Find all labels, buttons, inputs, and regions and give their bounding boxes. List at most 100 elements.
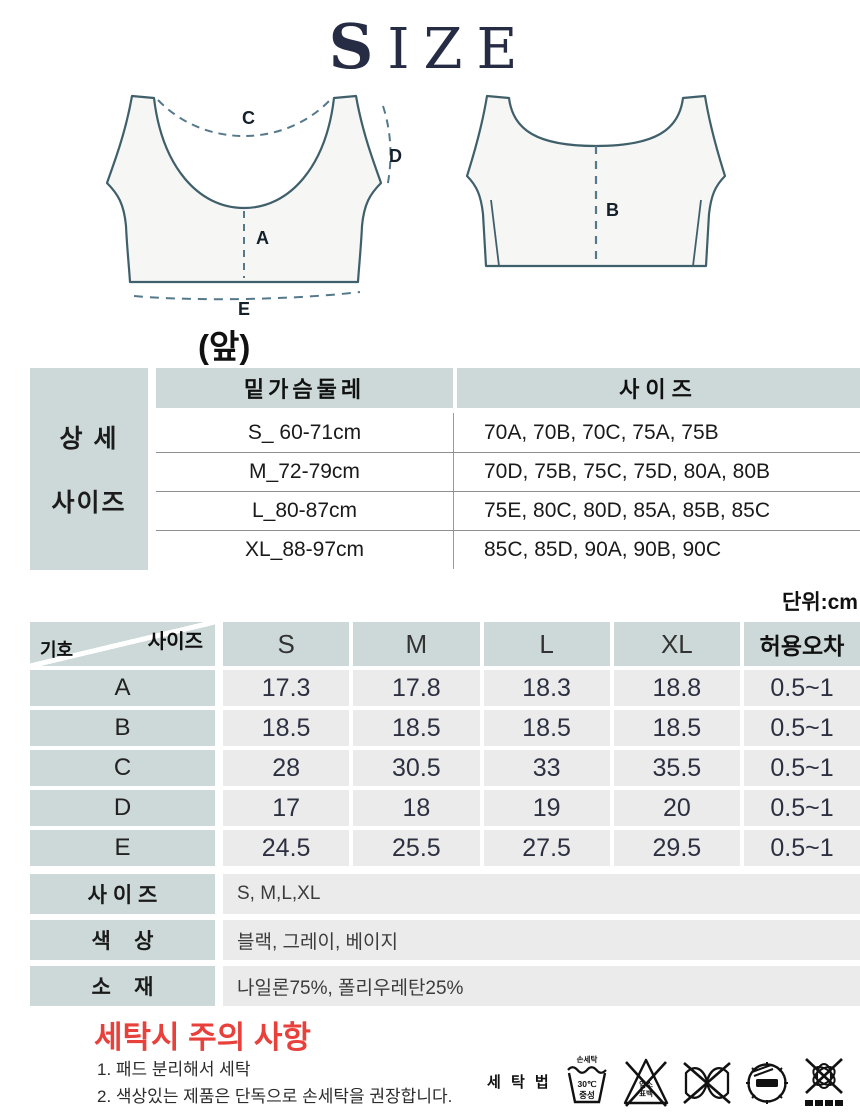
value-cell: 20: [613, 790, 740, 826]
value-cell: 28: [223, 750, 350, 786]
table-row: C 28 30.5 33 35.5 0.5~1: [30, 750, 860, 786]
info-row-material: 소 재 나일론75%, 폴리우레탄25%: [30, 966, 860, 1006]
care-symbols-row: 세 탁 법 손세탁 30℃ 중성 염소 표백: [487, 1050, 857, 1112]
svg-text:30℃: 30℃: [577, 1079, 596, 1089]
info-row-color: 색 상 블랙, 그레이, 베이지: [30, 920, 860, 960]
value-cell: 25.5: [353, 830, 480, 866]
value-cell: 18.5: [483, 710, 610, 746]
symbol-cell: A: [30, 670, 215, 706]
care-note-1: 1. 패드 분리해서 세탁: [97, 1060, 251, 1079]
value-cell: 30.5: [353, 750, 480, 786]
symbol-cell: E: [30, 830, 215, 866]
col-header-xl: XL: [613, 622, 740, 666]
measurement-header-row: 사이즈 기호 S M L XL 허용오차: [30, 622, 860, 666]
value-cell: 29.5: [613, 830, 740, 866]
value-cell: 18: [353, 790, 480, 826]
front-mark-e: E: [238, 299, 250, 318]
col-header-l: L: [483, 622, 610, 666]
value-cell: 18.5: [223, 710, 350, 746]
care-notes: 1. 패드 분리해서 세탁 2. 색상있는 제품은 단독으로 손세탁을 권장합니…: [97, 1056, 452, 1110]
info-value: S, M,L,XL: [223, 874, 860, 914]
care-note-2: 2. 색상있는 제품은 단독으로 손세탁을 권장합니다.: [97, 1087, 453, 1106]
value-cell: 18.5: [353, 710, 480, 746]
detail-size-grid: 밑가슴둘레 사이즈 S_ 60-71cm 70A, 70B, 70C, 75A,…: [156, 368, 860, 570]
front-mark-c: C: [242, 108, 255, 128]
value-cell: 18.8: [613, 670, 740, 706]
table-row: B 18.5 18.5 18.5 18.5 0.5~1: [30, 710, 860, 746]
value-cell: 19: [483, 790, 610, 826]
front-caption: (앞): [198, 328, 251, 365]
value-cell: 18.5: [613, 710, 740, 746]
value-cell: 24.5: [223, 830, 350, 866]
bra-front-sketch: C D A E: [105, 94, 402, 318]
measure-line-e: [133, 291, 361, 301]
corner-size-label: 사이즈: [147, 631, 203, 653]
symbol-cell: C: [30, 750, 215, 786]
tolerance-cell: 0.5~1: [744, 790, 860, 826]
care-heading: 세탁시 주의 사항: [94, 1020, 311, 1055]
detail-size-row-header: 상 세 사이즈: [30, 368, 148, 570]
detail-size-label-line2: 사이즈: [51, 489, 127, 517]
product-info-rows: 사 이 즈 S, M,L,XL 색 상 블랙, 그레이, 베이지 소 재 나일론…: [30, 874, 860, 1012]
svg-text:표백: 표백: [639, 1088, 653, 1098]
front-mark-a: A: [256, 228, 269, 248]
info-value: 블랙, 그레이, 베이지: [223, 920, 860, 960]
symbol-cell: D: [30, 790, 215, 826]
underbust-cell: XL_88-97cm: [244, 538, 365, 561]
detail-size-table: 상 세 사이즈 밑가슴둘레 사이즈 S_ 60-71cm 70A, 70B, 7…: [30, 368, 860, 570]
tolerance-cell: 0.5~1: [744, 830, 860, 866]
table-row: E 24.5 25.5 27.5 29.5 0.5~1: [30, 830, 860, 866]
dry-clean-circle-icon: [745, 1062, 788, 1104]
table-row: XL_88-97cm 85C, 85D, 90A, 90B, 90C: [156, 530, 860, 569]
table-row: M_72-79cm 70D, 75B, 75C, 75D, 80A, 80B: [156, 452, 860, 491]
table-row: D 17 18 19 20 0.5~1: [30, 790, 860, 826]
no-bleach-icon: 염소 표백: [623, 1058, 668, 1107]
tolerance-cell: 0.5~1: [744, 710, 860, 746]
hand-wash-30-icon: 손세탁 30℃ 중성: [566, 1054, 607, 1104]
underbust-cell: M_72-79cm: [249, 460, 360, 483]
info-label: 사 이 즈: [30, 874, 215, 914]
table-row: A 17.3 17.8 18.3 18.8 0.5~1: [30, 670, 860, 706]
page-title-rest: IZE: [387, 17, 532, 82]
care-method-label: 세 탁 법: [487, 1073, 552, 1091]
svg-text:중성: 중성: [579, 1090, 595, 1100]
value-cell: 18.3: [483, 670, 610, 706]
tolerance-cell: 0.5~1: [744, 750, 860, 786]
detail-size-label-line1: 상 세: [59, 425, 119, 453]
sizes-cell: 70D, 75B, 75C, 75D, 80A, 80B: [453, 453, 860, 491]
info-label: 색 상: [30, 920, 215, 960]
svg-text:손세탁: 손세탁: [576, 1054, 597, 1064]
col-header-size: 사이즈: [457, 368, 860, 408]
col-header-underbust: 밑가슴둘레: [156, 368, 453, 408]
table-row: L_80-87cm 75E, 80C, 80D, 85A, 85B, 85C: [156, 491, 860, 530]
tolerance-cell: 0.5~1: [744, 670, 860, 706]
sizes-cell: 70A, 70B, 70C, 75A, 75B: [453, 413, 860, 452]
back-left-seam: [490, 199, 500, 267]
unit-label: 단위:cm: [782, 591, 858, 614]
measurement-table: 사이즈 기호 S M L XL 허용오차 A 17.3 17.8 18.3 18…: [30, 622, 860, 870]
corner-cell: 사이즈 기호: [30, 622, 215, 666]
info-label: 소 재: [30, 966, 215, 1006]
no-wring-icon: [682, 1062, 731, 1104]
symbol-cell: B: [30, 710, 215, 746]
measure-line-d: [382, 105, 392, 189]
table-row: S_ 60-71cm 70A, 70B, 70C, 75A, 75B: [156, 413, 860, 452]
page-title-first-letter: S: [328, 10, 388, 83]
info-value: 나일론75%, 폴리우레탄25%: [223, 966, 860, 1006]
value-cell: 17.8: [353, 670, 480, 706]
value-cell: 33: [483, 750, 610, 786]
info-row-size: 사 이 즈 S, M,L,XL: [30, 874, 860, 914]
value-cell: 35.5: [613, 750, 740, 786]
sizes-cell: 85C, 85D, 90A, 90B, 90C: [453, 531, 860, 569]
detail-size-header-row: 밑가슴둘레 사이즈: [156, 368, 860, 408]
col-header-m: M: [353, 622, 480, 666]
bra-back-sketch: B: [465, 94, 727, 268]
do-not-twist-icon: [804, 1058, 843, 1106]
back-right-seam: [692, 199, 702, 267]
value-cell: 27.5: [483, 830, 610, 866]
underbust-cell: S_ 60-71cm: [247, 420, 362, 444]
page-title: SIZE: [0, 10, 860, 83]
corner-symbol-label: 기호: [40, 640, 74, 660]
front-mark-d: D: [389, 146, 402, 166]
